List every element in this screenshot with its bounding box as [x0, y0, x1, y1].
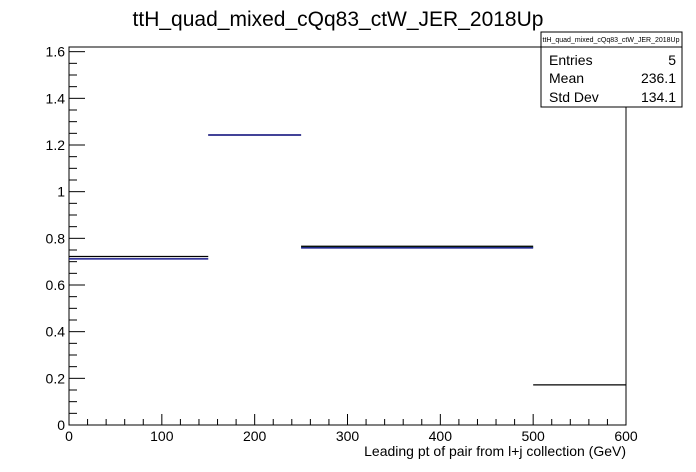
stats-stddev-label: Std Dev	[549, 89, 599, 105]
y-tick-label: 1.2	[46, 137, 66, 153]
y-tick-label: 0.2	[46, 370, 66, 386]
x-tick-label: 100	[150, 428, 174, 444]
y-tick-label: 0.4	[46, 324, 66, 340]
x-tick-label: 400	[429, 428, 453, 444]
x-tick-label: 500	[521, 428, 545, 444]
stats-stddev-value: 134.1	[641, 89, 676, 105]
axis-ticks: 0 100 200 300 400 500 600 0 0.2 0.4 0.6 0.8 1 1.2 1.4 1…	[46, 44, 638, 444]
y-tick-label: 1	[57, 184, 65, 200]
y-tick-label: 1.6	[46, 44, 66, 60]
histogram-bins	[69, 134, 626, 386]
stats-box-frame	[540, 31, 683, 108]
stats-title: ttH_quad_mixed_cQq83_ctW_JER_2018Up	[543, 37, 680, 44]
x-tick-label: 600	[614, 428, 638, 444]
x-tick-label: 0	[65, 428, 73, 444]
y-tick-label: 0	[57, 417, 65, 433]
y-tick-label: 0.8	[46, 230, 66, 246]
x-tick-label: 200	[243, 428, 267, 444]
y-tick-label: 1.4	[46, 90, 66, 106]
x-tick-label: 300	[336, 428, 360, 444]
stats-mean-value: 236.1	[641, 70, 676, 86]
stats-box: ttH_quad_mixed_cQq83_ctW_JER_2018Up Entr…	[540, 31, 683, 108]
stats-entries-value: 5	[668, 52, 676, 68]
x-axis-title: Leading pt of pair from l+j collection (…	[364, 443, 626, 459]
chart-title: ttH_quad_mixed_cQq83_ctW_JER_2018Up	[133, 8, 544, 31]
stats-entries-label: Entries	[549, 52, 593, 68]
stats-mean-label: Mean	[549, 70, 584, 86]
y-tick-label: 0.6	[46, 277, 66, 293]
